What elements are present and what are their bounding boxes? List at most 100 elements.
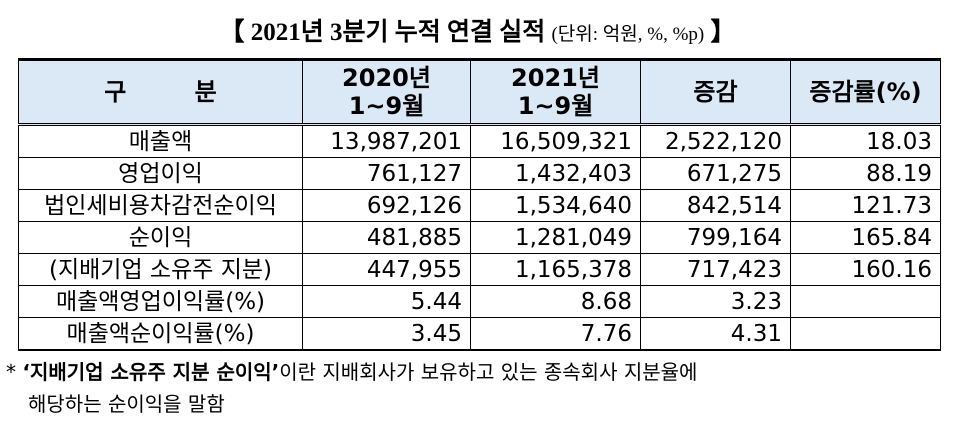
cell-value: 121.73 [851,192,932,219]
column-header: 2021년 1~9월 [470,58,641,126]
cell: 761,127 [302,157,471,190]
cell: 692,126 [302,189,471,222]
row-label: 법인세비용차감전순이익 [18,189,303,222]
cell-value: 3.23 [730,288,782,315]
header-text: 2020년 [342,64,431,92]
cell-value: 88.19 [866,160,932,187]
cell-value: 671,275 [686,160,782,187]
cell-value: 7.76 [580,320,632,347]
cell-value: 1,281,049 [514,224,632,251]
row-label: (지배기업 소유주 지분) [18,253,303,286]
row-label: 매출액 [18,124,303,158]
cell: 18.03 [790,124,941,158]
header-text: 2021년 [511,64,600,92]
cell-value: 3.45 [410,320,462,347]
header-text: 증감률(%) [809,78,922,106]
table-body: 매출액 13,987,201 16,509,321 2,522,120 18.03 영업이… [18,124,941,351]
cell: 7.76 [470,317,641,351]
footnote-term: ‘지배기업 소유주 지분 순이익’ [22,360,280,384]
cell: 1,165,378 [470,253,641,286]
cell [790,317,941,351]
table-row: 순이익 481,885 1,281,049 799,164 165.84 [18,221,941,254]
label-text: 순이익 [128,224,193,251]
header-text: 1~9월 [517,92,594,120]
row-label: 영업이익 [18,157,303,190]
header-row: 구 분 2020년 1~9월 2021년 1~9월 증감 증감률(%) [18,58,941,126]
footnote: * ‘지배기업 소유주 지분 순이익’이란 지배회사가 보유하고 있는 종속회사… [6,356,697,420]
cell: 481,885 [302,221,471,254]
cell: 88.19 [790,157,941,190]
table-row: 매출액영업이익률(%) 5.44 8.68 3.23 [18,285,941,318]
cell-value: 5.44 [410,288,462,315]
cell-value: 1,165,378 [514,256,632,283]
table-row: 매출액순이익률(%) 3.45 7.76 4.31 [18,317,941,351]
cell: 799,164 [640,221,791,254]
cell: 1,281,049 [470,221,641,254]
header-text: 구 분 [104,78,217,106]
cell: 165.84 [790,221,941,254]
cell-value: 160.16 [851,256,932,283]
cell-value: 481,885 [366,224,462,251]
cell: 842,514 [640,189,791,222]
cell [790,285,941,318]
footnote-text: 이란 지배회사가 보유하고 있는 종속회사 지분율에 [279,360,698,384]
header-text: 증감 [693,78,738,106]
label-text: 매출액순이익률(%) [66,320,255,347]
row-label: 매출액순이익률(%) [18,317,303,351]
cell-value: 165.84 [851,224,932,251]
table-row: 법인세비용차감전순이익 692,126 1,534,640 842,514 121.73 [18,189,941,222]
cell: 16,509,321 [470,124,641,158]
cell: 13,987,201 [302,124,471,158]
cell: 5.44 [302,285,471,318]
unit: (단위: 억원, %, %p) [551,24,705,45]
footnote-mark: * [6,360,23,384]
column-header: 2020년 1~9월 [302,58,471,126]
cell: 3.45 [302,317,471,351]
cell-value: 13,987,201 [330,128,462,155]
cell-value: 2,522,120 [664,128,782,155]
cell: 4.31 [640,317,791,351]
cell-value: 842,514 [686,192,782,219]
column-header: 증감 [640,58,791,126]
cell: 2,522,120 [640,124,791,158]
cell-value: 1,534,640 [514,192,632,219]
cell: 1,534,640 [470,189,641,222]
cell: 121.73 [790,189,941,222]
title: 【 2021년 3분기 누적 연결 실적 (단위: 억원, %, %p) 】 [0,12,955,48]
cell: 671,275 [640,157,791,190]
row-label: 매출액영업이익률(%) [18,285,303,318]
cell: 447,955 [302,253,471,286]
cell-value: 761,127 [366,160,462,187]
label-text: (지배기업 소유주 지분) [48,256,272,283]
cell: 717,423 [640,253,791,286]
cell-value: 4.31 [730,320,782,347]
cell-value: 447,955 [366,256,462,283]
cell-value: 18.03 [866,128,932,155]
cell-value: 692,126 [366,192,462,219]
cell-value: 16,509,321 [500,128,632,155]
cell: 3.23 [640,285,791,318]
header-text: 1~9월 [348,92,425,120]
cell-value: 799,164 [686,224,782,251]
cell: 160.16 [790,253,941,286]
label-text: 매출액 [128,128,193,155]
row-label: 순이익 [18,221,303,254]
label-text: 영업이익 [118,160,203,187]
column-header: 구 분 [18,58,303,126]
title-text: 【 2021년 3분기 누적 연결 실적 [219,19,546,46]
title-close: 】 [710,19,736,46]
cell: 8.68 [470,285,641,318]
cell-value: 717,423 [686,256,782,283]
cell: 1,432,403 [470,157,641,190]
column-header: 증감률(%) [790,58,941,126]
table-row: 영업이익 761,127 1,432,403 671,275 88.19 [18,157,941,190]
cell-value: 1,432,403 [514,160,632,187]
label-text: 매출액영업이익률(%) [55,288,266,315]
cell-value: 8.68 [580,288,632,315]
footnote-text: 해당하는 순이익을 말함 [28,392,225,416]
table-row: (지배기업 소유주 지분) 447,955 1,165,378 717,423 160.… [18,253,941,286]
results-table: 구 분 2020년 1~9월 2021년 1~9월 증감 증감률(%) 매출액 13,987,… [18,58,941,351]
label-text: 법인세비용차감전순이익 [44,192,277,219]
table-row: 매출액 13,987,201 16,509,321 2,522,120 18.03 [18,124,941,158]
